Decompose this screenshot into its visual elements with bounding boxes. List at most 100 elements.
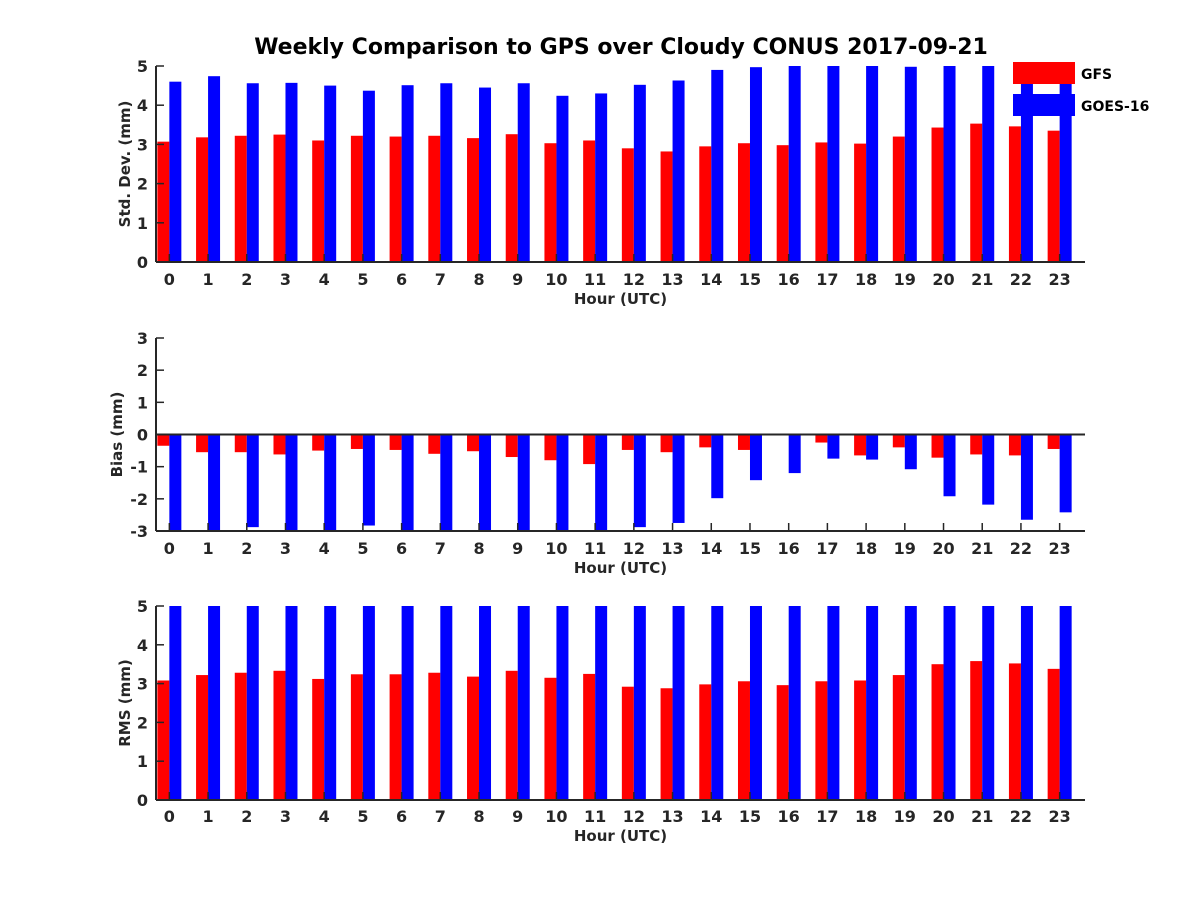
x-tick-label: 14 [700,539,722,558]
x-tick-label: 23 [1049,807,1071,826]
y-tick-label: 3 [137,135,148,154]
bar-gfs-20 [931,434,944,458]
y-axis-label: RMS (mm) [116,659,134,746]
x-tick-label: 5 [357,270,368,289]
x-tick-label: 23 [1049,539,1071,558]
bar-gfs-18 [854,143,867,262]
bar-gfs-12 [621,148,634,262]
y-tick-label: 1 [137,752,148,771]
x-tick-label: 6 [396,539,407,558]
bar-goes16-0 [169,81,182,263]
bar-gfs-8 [467,676,480,800]
x-tick-label: 4 [319,539,330,558]
y-tick-label: 5 [137,597,148,616]
x-tick-label: 13 [661,539,683,558]
bar-goes16-19 [904,606,917,800]
bar-goes16-9 [517,83,530,262]
x-tick-label: 12 [623,807,645,826]
x-tick-label: 7 [435,539,446,558]
bar-goes16-13 [672,434,685,523]
bar-goes16-16 [788,434,801,474]
bar-gfs-7 [428,672,441,800]
y-tick-label: -3 [130,522,148,541]
bar-goes16-15 [749,606,762,800]
x-tick-label: 8 [473,270,484,289]
bar-goes16-12 [633,606,646,800]
bar-goes16-16 [788,66,801,262]
bar-gfs-1 [196,434,209,453]
bar-goes16-3 [285,434,298,531]
bar-goes16-4 [324,434,337,531]
legend-swatch-gfs [1013,62,1075,84]
x-tick-label: 19 [894,539,916,558]
x-tick-label: 17 [816,539,838,558]
bar-goes16-1 [208,606,221,800]
x-tick-label: 10 [545,807,567,826]
y-tick-label: 1 [137,214,148,233]
bar-goes16-1 [208,76,221,262]
bar-gfs-21 [970,661,983,800]
bar-gfs-5 [350,135,363,262]
x-tick-label: 18 [855,807,877,826]
x-tick-label: 17 [816,270,838,289]
x-tick-label: 1 [202,807,213,826]
bar-gfs-12 [621,686,634,800]
bar-goes16-14 [711,606,724,800]
y-tick-label: 4 [137,636,148,655]
bar-gfs-11 [583,140,596,262]
bar-gfs-9 [505,134,518,262]
bar-gfs-18 [854,680,867,800]
legend-swatch-goes16 [1013,94,1075,116]
x-tick-label: 1 [202,270,213,289]
bar-goes16-16 [788,606,801,800]
bar-goes16-4 [324,606,337,800]
y-tick-label: 2 [137,713,148,732]
bar-goes16-13 [672,606,685,800]
bar-gfs-19 [892,136,905,262]
y-tick-label: -1 [130,458,148,477]
bar-gfs-16 [776,685,789,800]
bar-gfs-1 [196,675,209,800]
bar-gfs-14 [699,434,712,448]
bar-goes16-9 [517,434,530,531]
x-tick-label: 11 [584,539,606,558]
x-tick-label: 1 [202,539,213,558]
bar-goes16-11 [595,93,608,262]
x-tick-label: 23 [1049,270,1071,289]
x-tick-label: 3 [280,807,291,826]
bar-gfs-2 [234,135,247,262]
bar-goes16-2 [246,83,259,262]
y-tick-label: 4 [137,96,148,115]
bar-gfs-15 [737,143,750,262]
bar-goes16-14 [711,434,724,499]
bar-goes16-5 [362,606,375,800]
bar-gfs-8 [467,434,480,452]
y-axis-label: Bias (mm) [108,392,126,478]
bar-gfs-0 [157,141,170,262]
bar-gfs-6 [389,136,402,262]
bar-goes16-12 [633,84,646,262]
bar-gfs-4 [312,434,325,451]
x-tick-label: 17 [816,807,838,826]
bar-goes16-18 [866,606,879,800]
bar-gfs-21 [970,434,983,455]
x-tick-label: 5 [357,807,368,826]
bar-gfs-22 [1008,663,1021,800]
x-tick-label: 6 [396,270,407,289]
x-tick-label: 2 [241,807,252,826]
bar-goes16-11 [595,606,608,800]
bar-gfs-20 [931,127,944,262]
bar-goes16-0 [169,606,182,800]
x-tick-label: 13 [661,270,683,289]
x-tick-label: 21 [971,807,993,826]
bar-goes16-8 [479,87,492,262]
bar-goes16-3 [285,82,298,262]
x-tick-label: 7 [435,270,446,289]
bar-goes16-7 [440,606,453,800]
x-tick-label: 15 [739,807,761,826]
bar-gfs-6 [389,674,402,800]
x-tick-label: 9 [512,539,523,558]
